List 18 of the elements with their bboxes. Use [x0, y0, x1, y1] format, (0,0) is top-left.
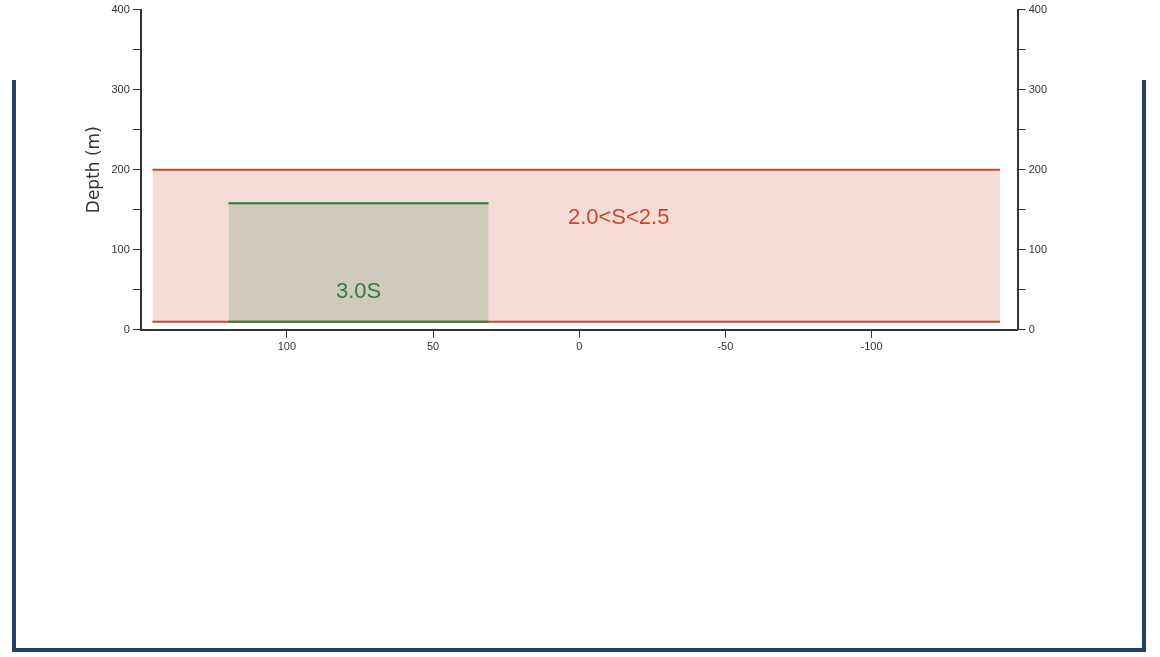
x-tick-label: 100: [277, 340, 297, 353]
y2-tick-label: 100: [1028, 242, 1048, 255]
y-tick-label: 400: [111, 2, 130, 15]
y-tick-label: 0: [123, 322, 130, 335]
x-tick-label: 50: [426, 340, 440, 353]
y-tick-label: 100: [111, 242, 130, 255]
y2-tick-label: 0: [1028, 322, 1035, 335]
x-tick-label: 0: [576, 340, 583, 353]
y2-tick-label: 300: [1028, 82, 1048, 95]
y-tick-label: 200: [111, 162, 130, 175]
y-axis-title: Depth (m): [82, 126, 103, 214]
annotation: 2.0<S<2.5: [567, 203, 670, 229]
x-tick-label: -50: [717, 340, 734, 353]
x-tick-label: -100: [860, 340, 883, 353]
y2-tick-label: 400: [1028, 2, 1048, 15]
y2-tick-label: 200: [1028, 162, 1048, 175]
y-tick-label: 300: [111, 82, 130, 95]
annotation: 3.0S: [335, 277, 382, 303]
